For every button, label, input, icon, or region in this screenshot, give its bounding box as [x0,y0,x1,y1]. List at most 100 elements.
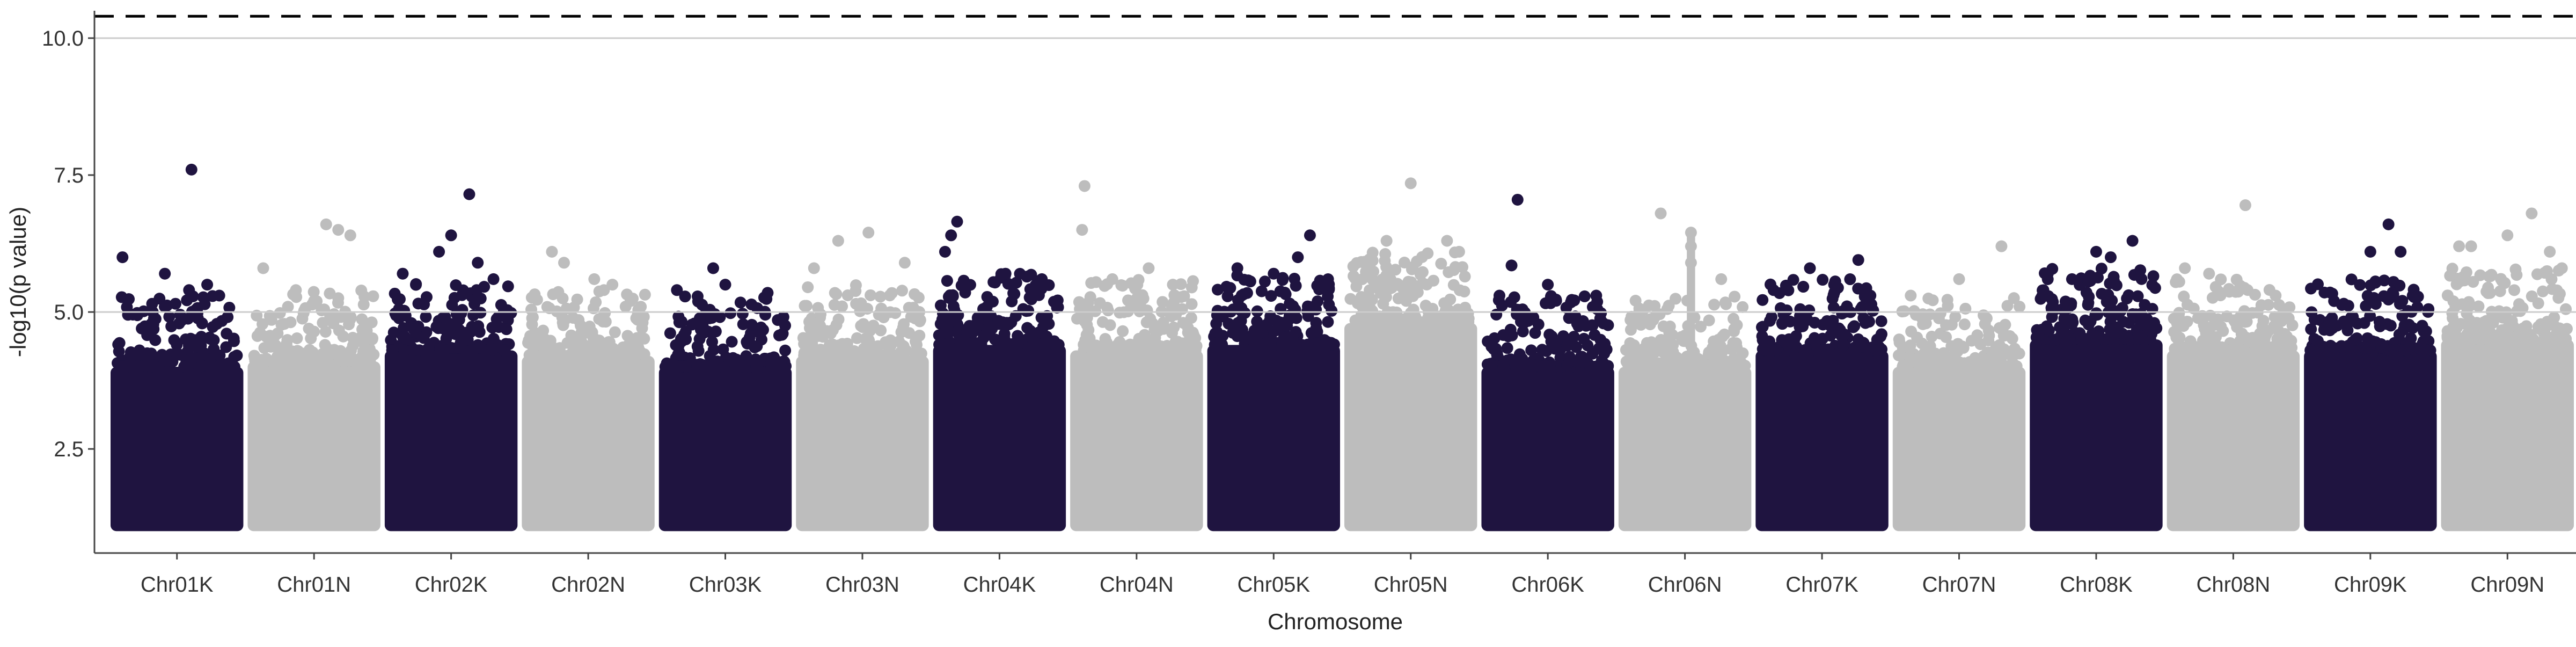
data-point [2084,270,2096,282]
data-point [1703,314,1715,326]
data-point [983,316,995,329]
data-point [2354,279,2366,291]
data-point [755,321,767,333]
data-point [1958,318,1971,331]
data-point [694,358,706,370]
data-point [1517,325,1529,338]
data-point [1187,275,1199,287]
data-point [399,331,411,343]
data-point [168,334,180,346]
data-point [1027,336,1040,348]
data-point [903,327,916,339]
data-point [1712,333,1724,346]
top-hit-point [862,227,875,239]
data-point [2121,292,2133,304]
data-point [308,286,320,298]
x-tick-label: Chr05N [1374,573,1448,597]
data-point [2218,343,2230,355]
top-hit-point [808,262,820,274]
data-point [724,307,737,319]
point-cloud-Chr09K [2304,350,2437,532]
data-point [502,280,514,293]
series-Chr05N [1344,177,1477,532]
data-point [2080,286,2092,299]
data-point [2173,275,2185,288]
data-point [1905,325,1918,338]
data-point [1158,323,1170,335]
data-point [709,325,722,338]
series-Chr02K [384,188,518,532]
data-point [1643,299,1655,311]
data-point [2447,295,2460,308]
data-point [2548,319,2560,332]
data-point [355,285,368,297]
data-point [1664,320,1676,332]
data-point [2347,311,2359,323]
data-point [173,317,185,330]
data-point [1296,339,1308,351]
data-point [541,301,553,313]
data-point [1728,325,1740,338]
data-point [898,318,910,330]
data-point [2185,344,2197,357]
data-point [674,360,686,373]
top-hit-point [2179,262,2191,274]
data-point [2279,342,2292,354]
data-point [1844,273,1856,286]
data-point [2104,323,2116,336]
series-Chr07N [1892,240,2026,532]
series-Chr08K [2030,235,2163,532]
data-point [2241,316,2253,328]
top-hit-point [1493,289,1505,302]
data-point [1101,337,1113,349]
top-hit-point [1380,235,1393,247]
data-point [714,311,726,323]
data-point [802,281,814,293]
data-point [600,345,612,357]
data-point [1822,343,1834,355]
data-point [195,331,208,343]
data-point [265,314,277,326]
data-point [1568,294,1580,307]
data-point [1416,277,1429,289]
top-hit-point [183,284,195,296]
data-point [1074,303,1086,315]
data-point [2273,299,2285,311]
data-point [1131,342,1144,354]
data-point [590,296,602,308]
data-point [1543,329,1556,341]
data-point [1389,264,1402,276]
data-point [1439,304,1452,317]
data-point [2177,320,2190,332]
data-point [1794,321,1806,333]
data-point [363,355,376,367]
data-point [909,288,921,300]
data-point [412,297,425,310]
data-point [745,318,758,331]
data-point [2198,319,2210,331]
data-point [1927,361,1939,373]
data-point [1602,319,1614,331]
data-point [1325,337,1337,349]
data-point [2221,310,2233,323]
top-hit-point [945,229,957,242]
top-hit-point [2239,199,2251,212]
x-tick-label: Chr05K [1237,573,1310,597]
data-point [857,318,869,330]
data-point [333,324,345,337]
data-point [280,338,292,350]
data-point [2454,275,2467,287]
data-point [933,339,946,351]
top-hit-point [2203,267,2215,280]
data-point [1578,290,1591,302]
top-hit-point [1953,273,1965,285]
data-point [1647,314,1659,326]
data-point [598,284,610,296]
data-point [1370,316,1382,329]
data-point [1114,336,1126,348]
data-point [432,322,444,335]
top-hit-point [2364,245,2376,258]
data-point [997,316,1009,329]
series-Chr06N [1618,207,1752,532]
